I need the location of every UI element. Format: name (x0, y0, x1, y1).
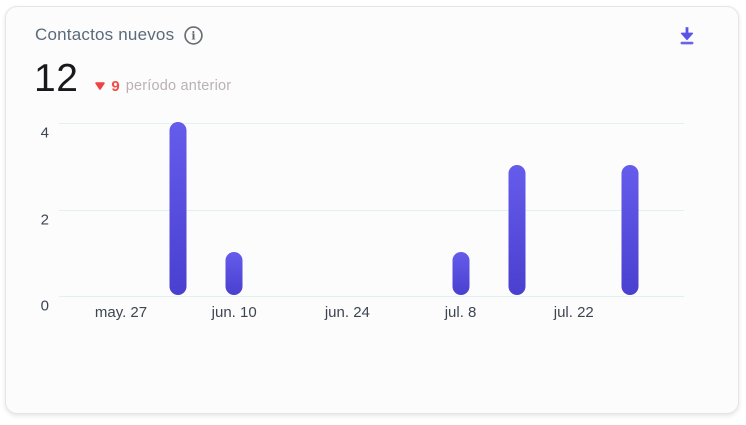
triangle-down-icon (94, 81, 106, 91)
y-tick-label: 2 (40, 211, 49, 228)
bar[interactable] (508, 165, 526, 295)
delta-label: período anterior (125, 78, 232, 95)
download-button[interactable] (674, 23, 700, 47)
bar[interactable] (169, 122, 187, 295)
contacts-card: Contactos nuevos i 12 (5, 6, 739, 414)
card-header: Contactos nuevos i (6, 7, 738, 47)
y-tick-label: 4 (40, 124, 49, 142)
gridline (59, 296, 684, 297)
gridline (59, 123, 684, 124)
gridline (59, 209, 684, 211)
download-icon (676, 25, 698, 46)
x-tick-label: may. 27 (94, 304, 148, 321)
bar[interactable] (225, 251, 243, 295)
y-tick-label: 0 (40, 297, 49, 315)
delta-value: 9 (111, 77, 120, 95)
info-button[interactable]: i (183, 25, 204, 46)
bar[interactable] (452, 251, 470, 295)
metric-row: 12 9 período anterior (6, 47, 738, 99)
bar[interactable] (621, 165, 639, 295)
svg-text:i: i (192, 29, 196, 42)
info-icon: i (183, 25, 204, 46)
x-tick-label: jul. 22 (553, 304, 594, 321)
metric-value: 12 (34, 57, 79, 100)
x-tick-label: jun. 24 (324, 304, 370, 321)
x-tick-label: jul. 8 (444, 304, 477, 321)
bar-chart: 0 2 4 may. 27 jun. 10 jun. 24 jul. 8 jul. 22 (41, 117, 684, 321)
x-tick-label: jun. 10 (211, 304, 257, 321)
card-title: Contactos nuevos (35, 25, 175, 44)
delta-indicator: 9 período anterior (94, 78, 231, 95)
